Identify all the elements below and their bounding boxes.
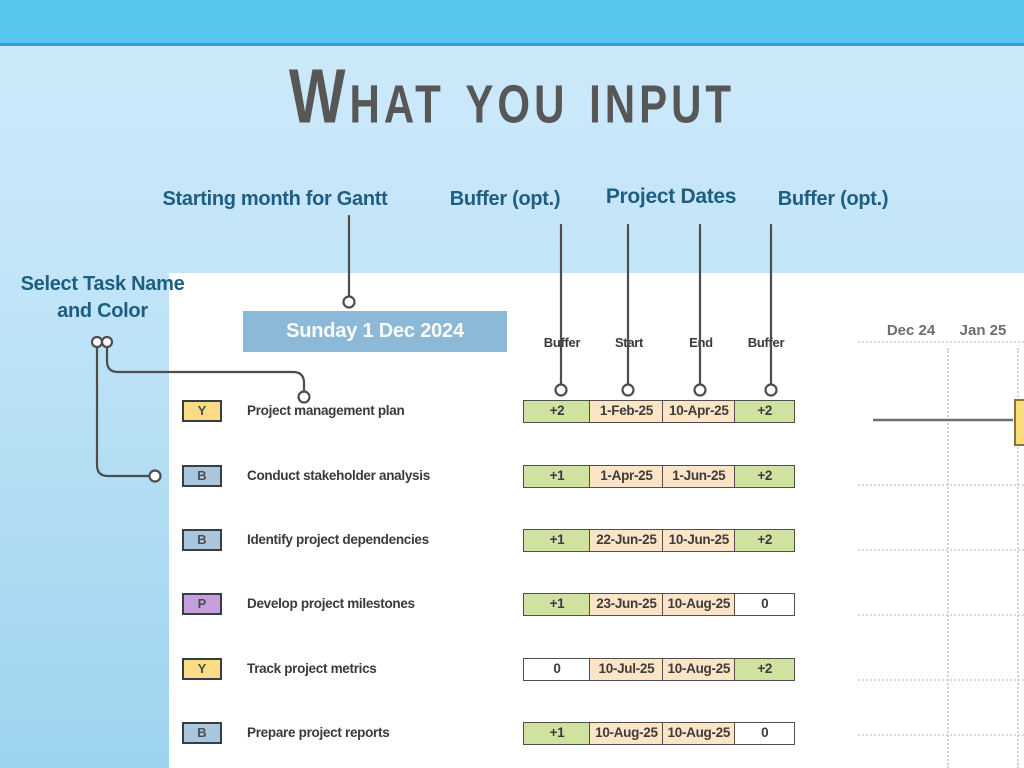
gantt-start-month-cell[interactable]: Sunday 1 Dec 2024 xyxy=(243,311,507,352)
buffer-end-cell[interactable]: +2 xyxy=(734,400,796,423)
end-date-cell[interactable]: 10-Aug-25 xyxy=(661,722,736,745)
top-accent-bar xyxy=(0,0,1024,46)
task-name-cell[interactable]: Project management plan xyxy=(247,403,405,418)
row-cells: +2 1-Feb-25 10-Apr-25 +2 xyxy=(523,400,796,423)
task-name-cell[interactable]: Develop project milestones xyxy=(247,596,415,611)
start-date-cell[interactable]: 1-Feb-25 xyxy=(589,400,664,423)
buffer-start-cell[interactable]: +1 xyxy=(523,593,591,616)
row-cells: +1 1-Apr-25 1-Jun-25 +2 xyxy=(523,465,796,488)
table-row: P Develop project milestones +1 23-Jun-2… xyxy=(0,593,1024,617)
table-row: B Identify project dependencies +1 22-Ju… xyxy=(0,529,1024,553)
task-name-cell[interactable]: Prepare project reports xyxy=(247,725,390,740)
page-title: What you input xyxy=(288,53,736,140)
task-table: Y Project management plan +2 1-Feb-25 10… xyxy=(0,400,1024,768)
end-date-cell[interactable]: 10-Aug-25 xyxy=(661,658,736,681)
row-cells: +1 10-Aug-25 10-Aug-25 0 xyxy=(523,722,796,745)
task-color-chip[interactable]: B xyxy=(182,465,222,487)
gantt-month-label: Dec 24 xyxy=(886,322,936,339)
buffer-start-cell[interactable]: +2 xyxy=(523,400,591,423)
buffer-end-cell[interactable]: +2 xyxy=(734,658,796,681)
column-header-buffer-end: Buffer xyxy=(747,335,785,350)
task-color-chip[interactable]: Y xyxy=(182,658,222,680)
column-header-start: Start xyxy=(614,335,644,350)
table-row: Y Track project metrics 0 10-Jul-25 10-A… xyxy=(0,658,1024,682)
leader-dot xyxy=(100,335,114,349)
task-name-cell[interactable]: Identify project dependencies xyxy=(247,532,429,547)
callout-buffer-right: Buffer (opt.) xyxy=(777,188,889,210)
row-cells: +1 22-Jun-25 10-Jun-25 +2 xyxy=(523,529,796,552)
table-row: B Prepare project reports +1 10-Aug-25 1… xyxy=(0,722,1024,746)
gantt-gridline-horizontal xyxy=(858,341,1024,343)
task-color-chip[interactable]: B xyxy=(182,529,222,551)
gantt-task-bar xyxy=(1014,399,1024,446)
gantt-gridline-horizontal xyxy=(858,614,1024,616)
callout-buffer-left: Buffer (opt.) xyxy=(449,188,561,210)
start-date-cell[interactable]: 10-Jul-25 xyxy=(589,658,664,681)
task-name-cell[interactable]: Track project metrics xyxy=(247,661,377,676)
callout-select-task-line2: and Color xyxy=(57,300,148,322)
gantt-month-label: Jan 25 xyxy=(959,322,1007,339)
task-name-cell[interactable]: Conduct stakeholder analysis xyxy=(247,468,430,483)
buffer-end-cell[interactable]: +2 xyxy=(734,529,796,552)
table-row: Y Project management plan +2 1-Feb-25 10… xyxy=(0,400,1024,424)
start-date-cell[interactable]: 23-Jun-25 xyxy=(589,593,664,616)
table-row: B Conduct stakeholder analysis +1 1-Apr-… xyxy=(0,465,1024,489)
end-date-cell[interactable]: 1-Jun-25 xyxy=(661,465,736,488)
gantt-gridline-horizontal xyxy=(858,484,1024,486)
buffer-start-cell[interactable]: +1 xyxy=(523,465,591,488)
callout-project-dates: Project Dates xyxy=(605,185,737,208)
row-cells: +1 23-Jun-25 10-Aug-25 0 xyxy=(523,593,796,616)
gantt-gridline-vertical xyxy=(947,348,949,768)
gantt-gridline-horizontal xyxy=(858,734,1024,736)
callout-select-task: Select Task Name and Color xyxy=(5,271,200,325)
column-header-buffer-start: Buffer xyxy=(543,335,581,350)
buffer-end-cell[interactable]: 0 xyxy=(734,722,796,745)
end-date-cell[interactable]: 10-Apr-25 xyxy=(661,400,736,423)
gantt-gridline-vertical xyxy=(1017,348,1019,768)
start-date-cell[interactable]: 1-Apr-25 xyxy=(589,465,664,488)
buffer-start-cell[interactable]: 0 xyxy=(523,658,591,681)
end-date-cell[interactable]: 10-Jun-25 xyxy=(661,529,736,552)
task-color-chip[interactable]: P xyxy=(182,593,222,615)
buffer-start-cell[interactable]: +1 xyxy=(523,529,591,552)
task-color-chip[interactable]: B xyxy=(182,722,222,744)
leader-dot xyxy=(90,335,104,349)
start-date-cell[interactable]: 22-Jun-25 xyxy=(589,529,664,552)
column-header-end: End xyxy=(689,335,713,350)
task-color-chip[interactable]: Y xyxy=(182,400,222,422)
spreadsheet-panel xyxy=(169,273,1024,768)
row-cells: 0 10-Jul-25 10-Aug-25 +2 xyxy=(523,658,796,681)
callout-select-task-line1: Select Task Name xyxy=(20,273,185,295)
buffer-start-cell[interactable]: +1 xyxy=(523,722,591,745)
buffer-end-cell[interactable]: 0 xyxy=(734,593,796,616)
end-date-cell[interactable]: 10-Aug-25 xyxy=(661,593,736,616)
callout-starting-month: Starting month for Gantt xyxy=(162,188,388,210)
gantt-gridline-horizontal xyxy=(858,679,1024,681)
gantt-gridline-horizontal xyxy=(858,549,1024,551)
buffer-end-cell[interactable]: +2 xyxy=(734,465,796,488)
start-date-cell[interactable]: 10-Aug-25 xyxy=(589,722,664,745)
